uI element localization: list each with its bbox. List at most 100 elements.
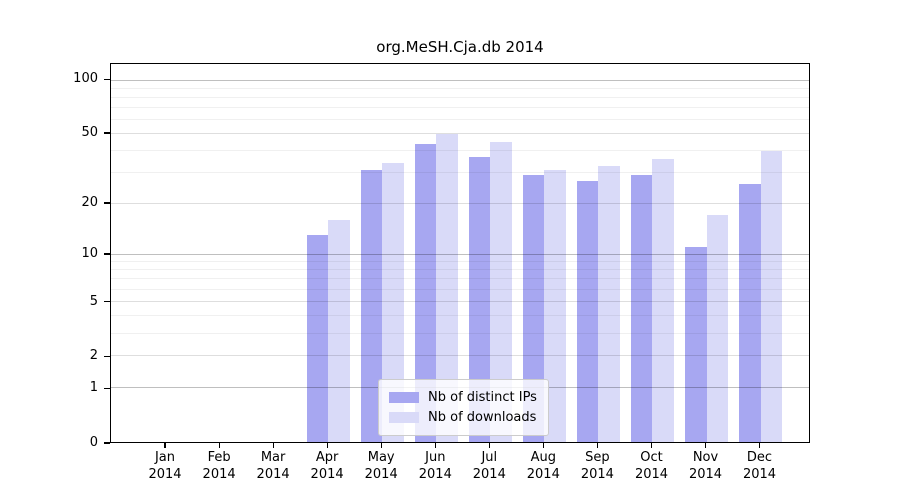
bar-distinct-ips-jun (414, 143, 437, 442)
x-tick-label-sep: Sep 2014 (570, 450, 624, 483)
x-tick-nov (704, 443, 707, 448)
plot-area: Nb of distinct IPs Nb of downloads (110, 63, 810, 443)
y-tick-2 (104, 355, 110, 358)
bar-downloads-aug (544, 170, 566, 442)
y-tick-label-100: 100 (73, 71, 98, 87)
y-tick-label-10: 10 (81, 246, 98, 261)
bar-downloads-nov (706, 215, 728, 442)
x-tick-label-may: May 2014 (354, 450, 408, 483)
x-tick-feb (218, 443, 220, 448)
y-tick-10 (104, 253, 110, 255)
x-tick-apr (326, 443, 328, 448)
x-tick-month: Dec (746, 450, 773, 465)
legend: Nb of distinct IPs Nb of downloads (378, 379, 549, 436)
gridline-60 (111, 119, 809, 121)
x-tick-month: Feb (207, 450, 231, 465)
gridline-80 (111, 96, 809, 98)
x-tick-month: Jul (481, 450, 498, 465)
y-tick-label-20: 20 (81, 195, 98, 210)
gridline-90 (111, 87, 809, 89)
x-tick-label-nov: Nov 2014 (679, 450, 733, 483)
x-tick-label-oct: Oct 2014 (625, 450, 679, 483)
legend-label-downloads: Nb of downloads (428, 409, 537, 425)
bar-distinct-ips-apr (306, 235, 329, 442)
x-tick-month: Apr (315, 450, 339, 465)
x-tick-year: 2014 (472, 466, 506, 482)
x-tick-label-feb: Feb 2014 (192, 450, 246, 483)
bar-distinct-ips-dec (739, 183, 761, 442)
gridline-100 (111, 79, 809, 81)
x-tick-year: 2014 (742, 466, 777, 482)
gridline-70 (111, 107, 809, 109)
x-tick-label-apr: Apr 2014 (300, 450, 354, 483)
x-tick-label-jan: Jan 2014 (138, 450, 192, 483)
bar-downloads-sep (598, 165, 620, 442)
legend-item-downloads: Nb of downloads (389, 407, 537, 427)
y-tick-label-5: 5 (89, 293, 98, 309)
gridline-50 (111, 133, 809, 135)
x-tick-month: Aug (530, 450, 556, 465)
bar-downloads-oct (652, 158, 674, 442)
x-tick-label-aug: Aug 2014 (516, 450, 570, 483)
bar-downloads-may (382, 163, 404, 442)
bar-downloads-jul (490, 141, 512, 442)
x-tick-sep (596, 443, 599, 448)
x-tick-year: 2014 (634, 466, 669, 482)
x-tick-jul (488, 443, 490, 448)
x-tick-year: 2014 (580, 466, 614, 482)
x-tick-year: 2014 (256, 466, 290, 482)
y-tick-label-0: 0 (89, 435, 98, 450)
x-tick-year: 2014 (526, 466, 560, 482)
legend-swatch-downloads (389, 411, 419, 423)
x-tick-jun (434, 443, 436, 448)
bar-downloads-jun (436, 133, 458, 442)
x-tick-month: Jan (154, 450, 176, 465)
x-tick-month: Sep (585, 450, 610, 465)
y-tick-label-1: 1 (89, 380, 98, 396)
x-tick-jan (164, 443, 166, 448)
y-tick-label-2: 2 (89, 348, 98, 364)
x-tick-year: 2014 (364, 466, 398, 482)
x-tick-mar (272, 443, 274, 448)
bar-downloads-dec (760, 150, 783, 442)
bar-distinct-ips-jul (468, 156, 491, 442)
y-tick-5 (104, 301, 110, 303)
x-tick-year: 2014 (202, 466, 236, 482)
x-tick-year: 2014 (310, 466, 344, 482)
x-tick-month: May (367, 450, 395, 465)
bar-distinct-ips-oct (630, 175, 653, 442)
x-tick-oct (650, 443, 653, 448)
x-tick-month: Jun (425, 450, 446, 465)
y-tick-0 (104, 442, 110, 444)
legend-label-distinct-ips: Nb of distinct IPs (428, 389, 537, 405)
bar-distinct-ips-nov (685, 247, 707, 442)
y-tick-20 (104, 202, 110, 204)
x-tick-year: 2014 (418, 466, 452, 482)
x-tick-year: 2014 (688, 466, 723, 482)
x-tick-year: 2014 (148, 466, 182, 482)
legend-swatch-distinct-ips (389, 391, 419, 403)
legend-item-distinct-ips: Nb of distinct IPs (389, 387, 537, 407)
gridline-20 (111, 202, 809, 204)
x-tick-label-jun: Jun 2014 (408, 450, 462, 483)
gridline-40 (111, 150, 809, 152)
x-tick-label-mar: Mar 2014 (246, 450, 300, 483)
bar-distinct-ips-sep (576, 180, 599, 442)
y-tick-1 (104, 387, 110, 390)
x-tick-aug (542, 443, 544, 448)
bar-distinct-ips-aug (522, 175, 545, 442)
x-tick-label-jul: Jul 2014 (462, 450, 516, 483)
x-tick-month: Nov (692, 450, 719, 465)
x-tick-label-dec: Dec 2014 (733, 450, 787, 483)
x-tick-month: Oct (640, 450, 663, 465)
y-tick-100 (104, 78, 110, 80)
y-tick-50 (104, 132, 110, 134)
x-tick-may (380, 443, 382, 448)
chart-title: org.MeSH.Cja.db 2014 (376, 38, 544, 56)
bar-distinct-ips-may (360, 170, 383, 442)
bar-downloads-apr (328, 219, 350, 442)
y-tick-label-50: 50 (81, 125, 98, 140)
x-tick-dec (758, 443, 761, 448)
x-tick-month: Mar (260, 450, 286, 465)
